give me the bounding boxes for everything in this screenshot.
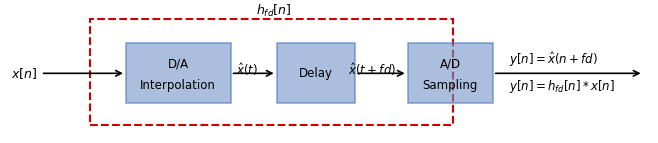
- Bar: [276, 43, 355, 103]
- Text: Sampling: Sampling: [422, 79, 478, 92]
- Text: $\hat{x}(t)$: $\hat{x}(t)$: [236, 61, 258, 78]
- Text: $\hat{x}(t + fd)$: $\hat{x}(t + fd)$: [347, 61, 395, 78]
- Bar: [407, 43, 493, 103]
- Text: $h_{fd}[n]$: $h_{fd}[n]$: [255, 2, 291, 19]
- Text: $y[n] = \hat{x}(n + fd)$: $y[n] = \hat{x}(n + fd)$: [509, 50, 598, 69]
- Text: Interpolation: Interpolation: [140, 79, 216, 92]
- Text: $x[n]$: $x[n]$: [11, 66, 38, 81]
- Bar: [126, 43, 231, 103]
- Text: A/D: A/D: [440, 57, 461, 70]
- Text: $y[n] = h_{fd}[n] * x[n]$: $y[n] = h_{fd}[n] * x[n]$: [509, 79, 615, 96]
- Bar: [90, 19, 453, 125]
- Text: Delay: Delay: [299, 67, 333, 80]
- Text: D/A: D/A: [168, 57, 189, 70]
